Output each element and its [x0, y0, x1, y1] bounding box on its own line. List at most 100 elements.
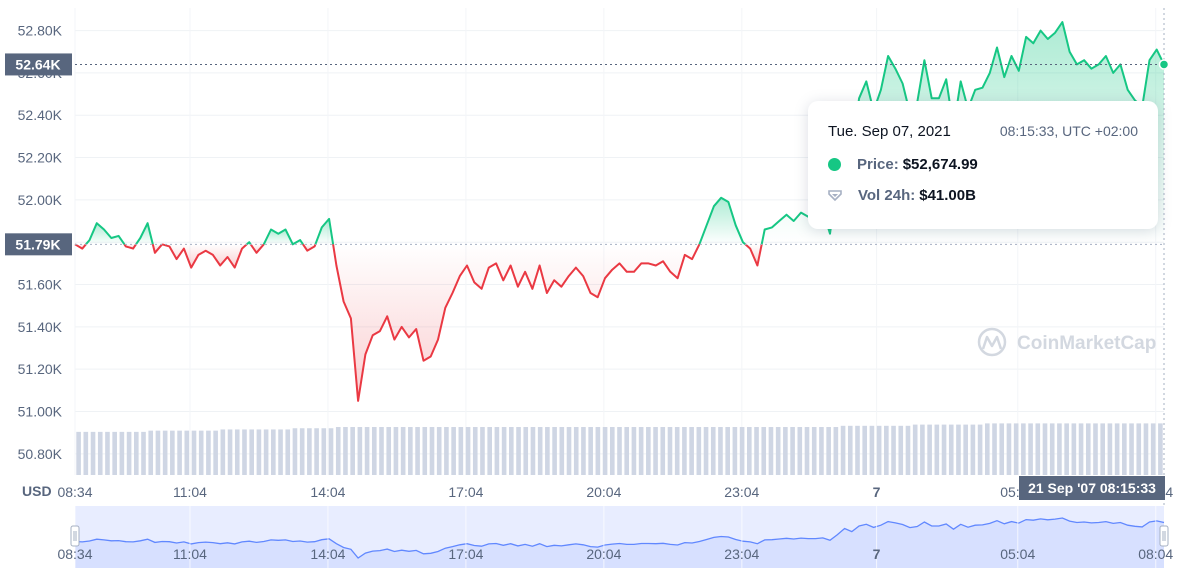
volume-bar [126, 431, 132, 475]
price-line-down [332, 243, 701, 402]
volume-bar [819, 427, 824, 475]
watermark: CoinMarketCap [977, 327, 1156, 357]
volume-bar [206, 430, 211, 475]
volume-bar [566, 427, 572, 475]
volume-bar [833, 427, 839, 475]
y-tick-label: 52.80K [18, 23, 63, 39]
x-tick-label: 11:04 [173, 484, 207, 500]
navigator-handle-left[interactable] [70, 525, 80, 547]
current-price-tag-text: 52.64K [15, 56, 60, 72]
price-line [74, 21, 1165, 402]
volume-bar [371, 427, 377, 475]
volume-bar [1114, 423, 1120, 475]
navigator-line [74, 517, 1165, 559]
volume-bar [1078, 423, 1084, 475]
y-tick-label: 51.40K [18, 319, 63, 335]
volume-bar [985, 423, 990, 475]
volume-bar [1049, 423, 1055, 475]
volume-bar [1107, 423, 1113, 475]
price-line-up [135, 222, 154, 245]
price-tooltip: Tue. Sep 07, 2021 08:15:33, UTC +02:00 P… [808, 101, 1158, 229]
volume-bar [790, 427, 795, 475]
crosshair-time-tag-text: 21 Sep '07 08:15:33 [1028, 480, 1156, 496]
navigator-tick-label: 23:04 [724, 546, 759, 562]
volume-bar [545, 427, 550, 475]
volume-bar [920, 424, 925, 475]
navigator[interactable]: 08:34 11:04 14:04 17:04 20:04 23:04 7 05:04 08:0… [57, 506, 1173, 568]
volume-bar [357, 427, 363, 475]
volume-bar [422, 427, 428, 475]
volume-bar [155, 430, 161, 475]
volume-bar [1136, 423, 1142, 475]
volume-bar [148, 430, 154, 475]
volume-bar [840, 425, 846, 475]
x-axis: 08:3411:0414:0417:0420:0423:04705:0408:0… [57, 484, 1173, 500]
volume-bar [992, 423, 997, 475]
volume-bar [963, 424, 968, 475]
price-line-down [249, 243, 265, 254]
volume-bar [718, 427, 723, 475]
navigator-tick-label: 05:04 [1000, 546, 1035, 562]
volume-bar [710, 427, 716, 475]
volume-bar [299, 428, 305, 475]
volume-bar [523, 427, 529, 475]
volume-bar [364, 427, 370, 475]
volume-bar [1006, 423, 1012, 475]
volume-bar [1085, 423, 1091, 475]
volume-bar [573, 427, 579, 475]
tooltip-time: 08:15:33, UTC +02:00 [999, 123, 1138, 139]
volume-bar [263, 429, 269, 475]
price-line-up [314, 217, 335, 245]
volume-bar [1042, 423, 1048, 475]
navigator-tick-label: 11:04 [173, 546, 207, 562]
price-line-up [262, 228, 304, 246]
volume-bar [884, 425, 889, 475]
volume-bar [386, 427, 392, 475]
volume-bar [617, 427, 622, 475]
volume-bar [977, 424, 983, 475]
price-area-down [333, 244, 700, 401]
volume-bar [494, 427, 500, 475]
volume-bar [631, 427, 637, 475]
volume-bar [472, 427, 478, 475]
crosshair-point [1158, 59, 1170, 70]
volume-bar [408, 427, 413, 475]
volume-bar [927, 424, 932, 475]
volume-bar [328, 428, 334, 475]
volume-bar [191, 430, 197, 475]
volume-bar [213, 430, 218, 475]
navigator-tick-label: 14:04 [310, 546, 345, 562]
volume-bar [826, 427, 831, 475]
volume-bar [689, 427, 694, 475]
open-price-tag-text: 51.79K [15, 236, 60, 252]
volume-bar [732, 427, 738, 475]
navigator-tick-label: 08:34 [57, 546, 92, 562]
x-tick-label: 17:04 [448, 484, 483, 500]
volume-bar [198, 430, 204, 475]
navigator-handle-right[interactable] [1159, 525, 1169, 547]
price-area-up [263, 229, 303, 245]
volume-bar [1057, 423, 1062, 475]
volume-bar [876, 425, 882, 475]
volume-bar [653, 427, 658, 475]
volume-bar [516, 427, 521, 475]
volume-bar [112, 431, 117, 475]
volume-bar [141, 431, 146, 475]
volume-shield-icon [828, 190, 842, 202]
volume-bar [1100, 423, 1106, 475]
volume-bar [855, 425, 860, 475]
y-tick-label: 51.60K [18, 277, 63, 293]
price-line-up [246, 241, 252, 246]
volume-bar [1129, 423, 1134, 475]
volume-bar [1122, 423, 1127, 475]
volume-bar [624, 427, 630, 475]
volume-bar [1158, 423, 1163, 475]
volume-bar [739, 427, 745, 475]
volume-bar [1093, 423, 1098, 475]
volume-bar [321, 428, 327, 475]
volume-bar [638, 427, 644, 475]
volume-bar [956, 424, 961, 475]
volume-bar [602, 427, 608, 475]
